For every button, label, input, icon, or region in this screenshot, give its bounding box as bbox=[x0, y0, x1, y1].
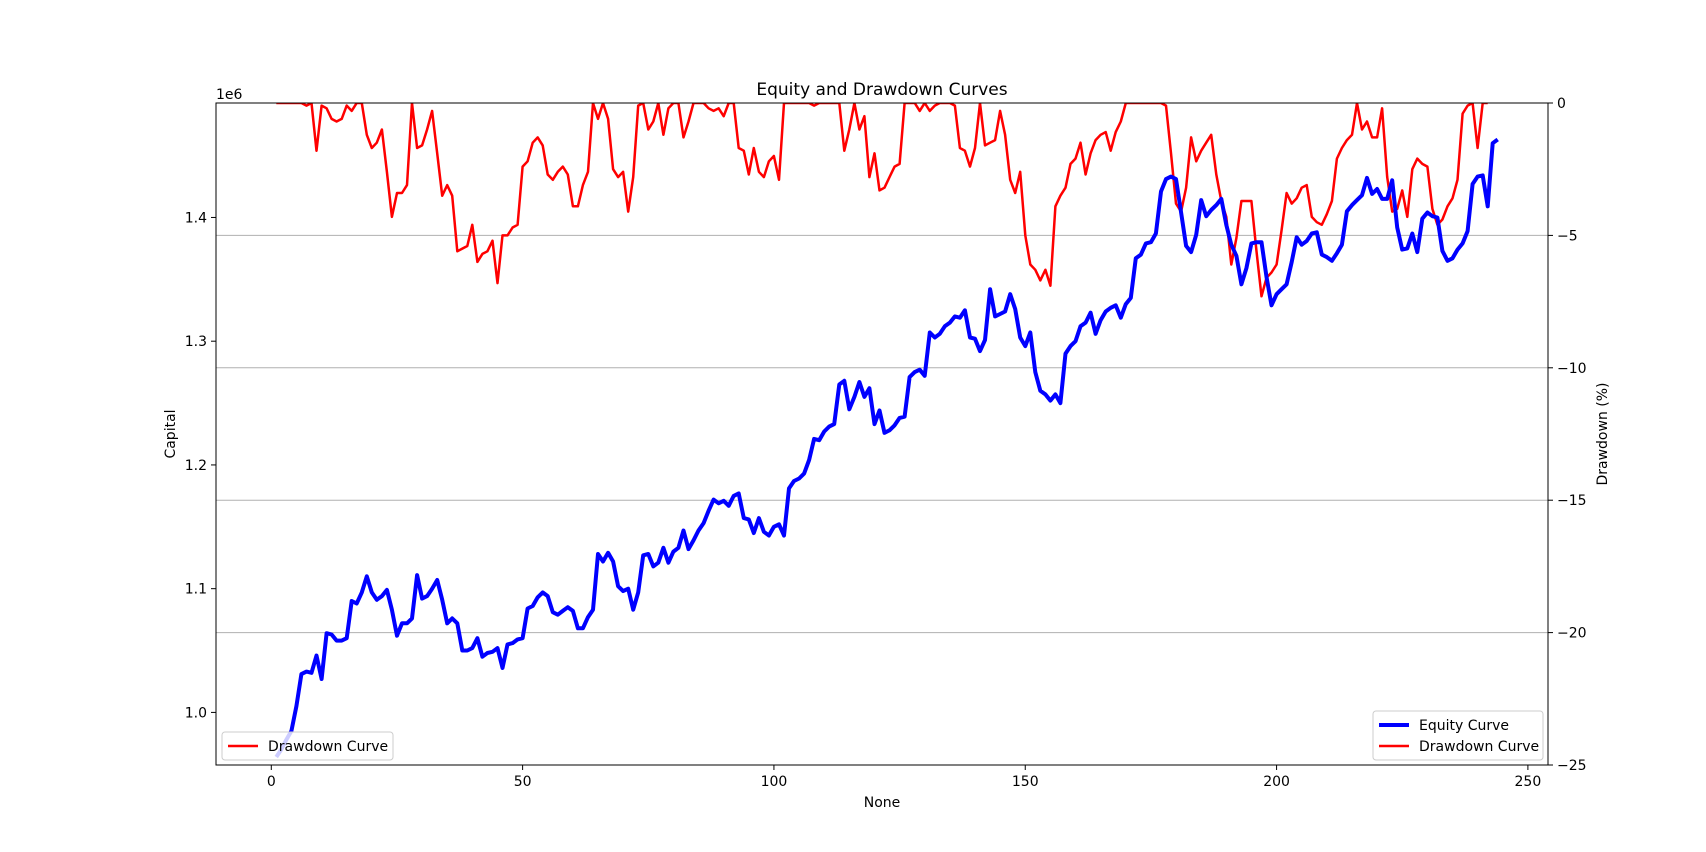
x-tick-label: 250 bbox=[1515, 774, 1542, 790]
x-tick-label: 50 bbox=[514, 774, 532, 790]
legend-box bbox=[221, 731, 394, 761]
y-right-tick-label: 0 bbox=[1557, 96, 1566, 112]
x-axis-label: None bbox=[864, 795, 901, 811]
equity-curve-line bbox=[274, 137, 1499, 759]
y-axis-left: 1.0 1.1 1.2 1.3 1.4 bbox=[185, 210, 216, 721]
legend-box bbox=[1372, 710, 1544, 761]
y-right-tick-label: −25 bbox=[1557, 758, 1587, 774]
chart-title: Equity and Drawdown Curves bbox=[756, 80, 1007, 100]
drawdown-curve-line bbox=[276, 103, 1488, 298]
x-tick-label: 0 bbox=[267, 774, 276, 790]
y-left-tick-label: 1.0 bbox=[185, 705, 207, 721]
y-right-tick-label: −5 bbox=[1557, 228, 1578, 244]
x-tick-label: 200 bbox=[1263, 774, 1290, 790]
x-tick-label: 150 bbox=[1012, 774, 1039, 790]
y-right-tick-label: −10 bbox=[1557, 361, 1587, 377]
y-axis-left-label: Capital bbox=[163, 409, 179, 458]
legend-label-drawdown: Drawdown Curve bbox=[268, 739, 388, 755]
x-tick-label: 100 bbox=[761, 774, 788, 790]
y-right-tick-label: −15 bbox=[1557, 493, 1587, 509]
y-left-tick-label: 1.2 bbox=[185, 458, 207, 474]
legend-lower-left: Drawdown Curve bbox=[221, 731, 394, 761]
legend-label-drawdown: Drawdown Curve bbox=[1419, 739, 1539, 755]
y-left-tick-label: 1.4 bbox=[185, 210, 207, 226]
y-axis-right: 0 −5 −10 −15 −20 −25 bbox=[1548, 96, 1587, 774]
y-right-tick-label: −20 bbox=[1557, 626, 1587, 642]
series-layer bbox=[274, 103, 1499, 759]
plot-frame bbox=[215, 102, 1549, 766]
x-axis: 0 50 100 150 200 250 bbox=[267, 765, 1541, 790]
y-axis-right-label: Drawdown (%) bbox=[1595, 382, 1611, 485]
y-axis-offset-label: 1e6 bbox=[216, 87, 243, 103]
y-left-tick-label: 1.3 bbox=[185, 334, 207, 350]
gridlines bbox=[216, 234, 1548, 634]
legend-label-equity: Equity Curve bbox=[1419, 718, 1509, 734]
y-left-tick-label: 1.1 bbox=[185, 582, 207, 598]
legend-lower-right: Equity Curve Drawdown Curve bbox=[1372, 710, 1544, 761]
